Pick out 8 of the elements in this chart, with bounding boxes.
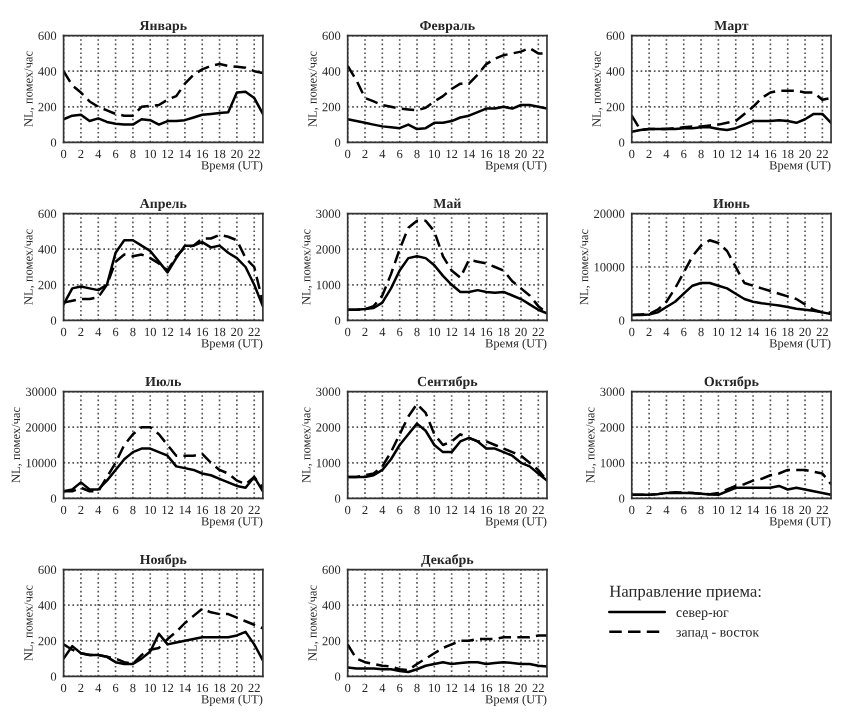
line-series — [63, 62, 263, 117]
line-series — [347, 634, 547, 672]
line-series — [347, 46, 547, 112]
line-series — [631, 89, 832, 132]
line-series — [63, 607, 263, 666]
line-series — [63, 90, 263, 126]
line-series — [347, 103, 547, 131]
legend-title: Направление приема: — [609, 585, 761, 601]
